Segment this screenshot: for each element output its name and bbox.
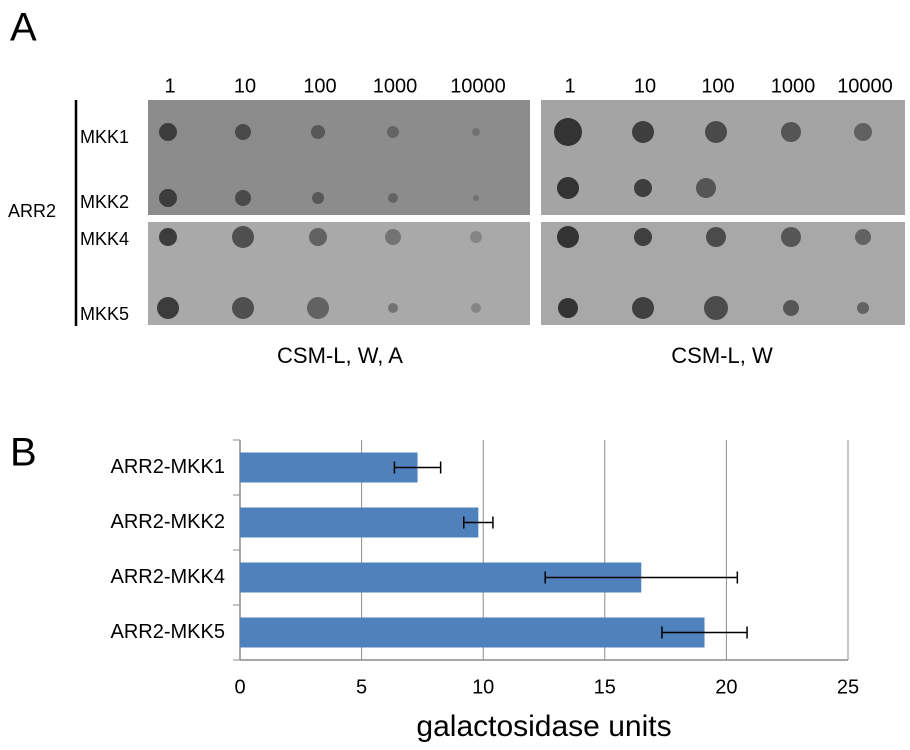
x-tick-label: 5	[356, 676, 367, 698]
dilution-label: 1000	[373, 75, 418, 97]
colony	[472, 128, 480, 136]
colony	[473, 195, 479, 201]
colony	[159, 189, 177, 207]
colony	[232, 297, 254, 319]
panel-label: A	[10, 6, 37, 50]
colony	[307, 297, 329, 319]
dilution-label: 100	[701, 75, 734, 97]
colony	[781, 122, 801, 142]
dilution-label: 10000	[837, 75, 893, 97]
colony	[388, 193, 398, 203]
x-tick-label: 15	[594, 676, 616, 698]
plate	[148, 222, 530, 325]
colony	[557, 177, 579, 199]
colony	[385, 229, 401, 245]
plate	[148, 100, 530, 215]
x-tick-label: 25	[837, 676, 859, 698]
dilution-label: 10	[634, 75, 656, 97]
bar	[240, 452, 418, 483]
colony	[470, 231, 482, 243]
y-tick-label: ARR2-MKK5	[111, 621, 225, 643]
x-tick-label: 20	[715, 676, 737, 698]
panel-label: B	[10, 431, 37, 475]
row-label: MKK5	[80, 304, 129, 324]
colony	[781, 227, 801, 247]
colony	[705, 121, 727, 143]
y-tick-label: ARR2-MKK4	[111, 566, 225, 588]
caption: CSM-L, W	[671, 343, 773, 368]
dilution-label: 1000	[771, 75, 816, 97]
caption: CSM-L, W, A	[277, 343, 403, 368]
colony	[235, 124, 251, 140]
colony	[311, 125, 325, 139]
colony	[632, 297, 654, 319]
error-bar	[393, 461, 442, 474]
colony	[387, 126, 399, 138]
colony	[704, 296, 728, 320]
colony	[634, 228, 652, 246]
colony	[159, 123, 177, 141]
row-label: MKK4	[80, 229, 129, 249]
row-label: MKK1	[80, 127, 129, 147]
colony	[557, 226, 579, 248]
colony	[235, 190, 251, 206]
dilution-label: 10	[234, 75, 256, 97]
dilution-label: 10000	[450, 75, 506, 97]
x-axis-title: galactosidase units	[416, 710, 671, 743]
colony	[388, 303, 398, 313]
colony	[632, 121, 654, 143]
dilution-label: 1	[164, 75, 175, 97]
bar	[240, 507, 479, 538]
colony	[706, 227, 726, 247]
y-tick-label: ARR2-MKK1	[111, 456, 225, 478]
error-bar	[462, 516, 494, 529]
dilution-label: 1	[564, 75, 575, 97]
colony	[783, 300, 799, 316]
row-label: MKK2	[80, 192, 129, 212]
error-bar	[661, 626, 748, 639]
y-tick-label: ARR2-MKK2	[111, 511, 225, 533]
x-tick-label: 0	[234, 676, 245, 698]
colony	[696, 178, 716, 198]
bar	[240, 617, 705, 648]
dilution-label: 100	[303, 75, 336, 97]
colony	[554, 118, 582, 146]
colony	[471, 303, 481, 313]
colony	[857, 302, 869, 314]
colony	[159, 228, 177, 246]
colony	[312, 192, 324, 204]
error-bar	[544, 571, 739, 584]
colony	[854, 123, 872, 141]
colony	[157, 297, 179, 319]
colony	[309, 228, 327, 246]
colony	[232, 226, 254, 248]
row-group-label: ARR2	[8, 201, 56, 221]
x-tick-label: 10	[472, 676, 494, 698]
colony	[634, 179, 652, 197]
plate	[541, 100, 905, 215]
colony	[558, 298, 578, 318]
colony	[855, 229, 871, 245]
